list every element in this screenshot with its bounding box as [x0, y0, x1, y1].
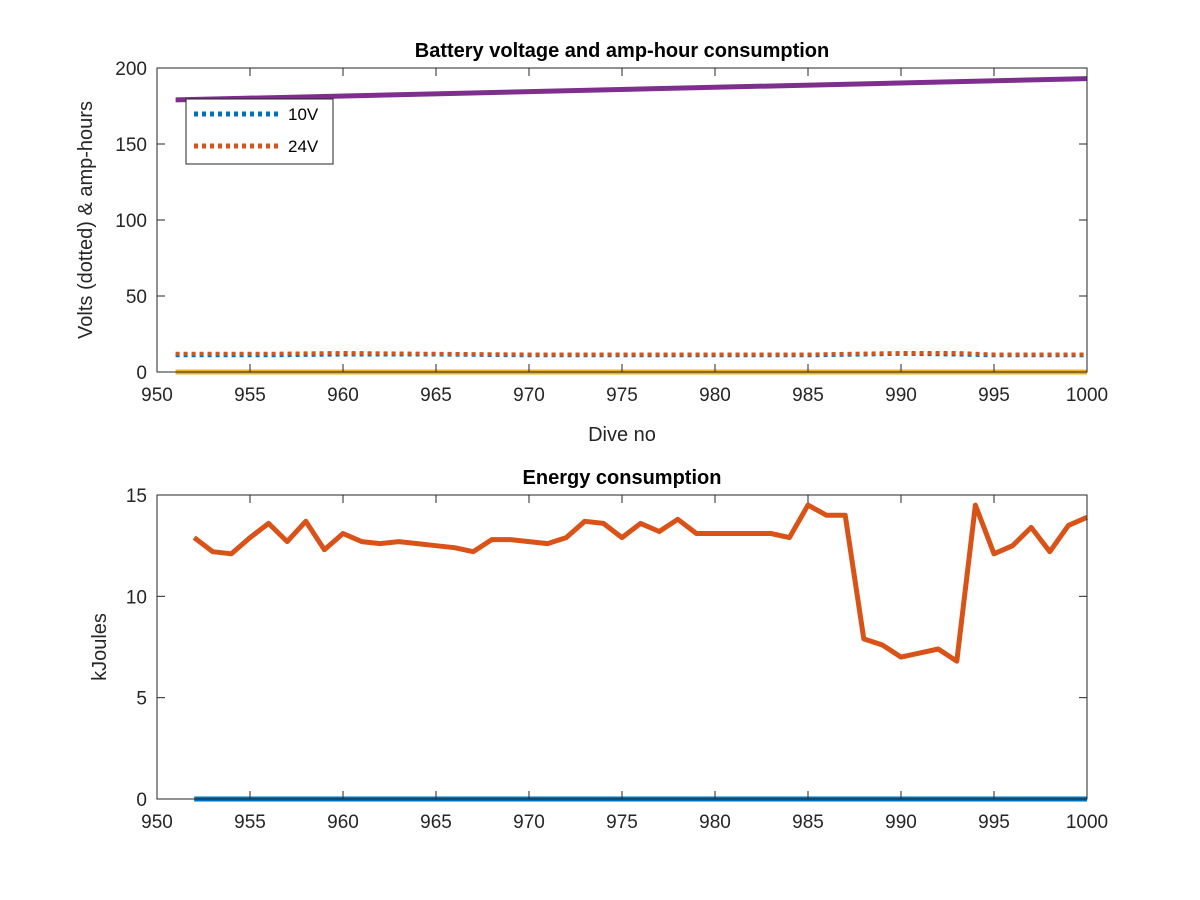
energy-consumption-chart: 950 955 960 965 970 975 980 985 990 995 1000 0 5 10 1…	[89, 467, 1108, 833]
axes-box	[156, 67, 1088, 373]
x-tick-label: 975	[606, 385, 638, 406]
x-tick-label: 1000	[1066, 385, 1108, 406]
y-axis-label: Volts (dotted) & amp-hours	[75, 101, 97, 339]
x-ticks: 950 955 960 965 970 975 980 985 990 995 1000	[141, 68, 1108, 406]
x-ticks: 950 955 960 965 970 975 980 985 990 995 1000	[141, 495, 1108, 833]
x-tick-label: 965	[420, 812, 452, 833]
y-axis-label: kJoules	[89, 613, 111, 681]
x-tick-label: 980	[699, 385, 731, 406]
voltage-amphour-chart: 950 955 960 965 970 975 980 985 990 995 1000 0 50 10…	[75, 40, 1108, 446]
x-tick-label: 970	[513, 385, 545, 406]
x-tick-label: 975	[606, 812, 638, 833]
legend-label-10v: 10V	[288, 105, 319, 124]
x-axis-label: Dive no	[588, 424, 656, 446]
x-tick-label: 955	[234, 812, 266, 833]
y-tick-label: 10	[126, 587, 147, 608]
y-ticks: 0 50 100 150 200	[115, 59, 1087, 384]
x-tick-label: 950	[141, 812, 173, 833]
x-tick-label: 965	[420, 385, 452, 406]
y-tick-label: 150	[115, 135, 147, 156]
x-tick-label: 960	[327, 385, 359, 406]
x-tick-label: 1000	[1066, 812, 1108, 833]
series-line-s3	[175, 76, 1088, 103]
x-tick-label: 970	[513, 812, 545, 833]
x-tick-label: 995	[978, 385, 1010, 406]
x-tick-label: 995	[978, 812, 1010, 833]
x-tick-label: 985	[792, 385, 824, 406]
series-line-s1	[192, 502, 1088, 664]
y-tick-label: 100	[115, 211, 147, 232]
chart-title: Battery voltage and amp-hour consumption	[415, 40, 829, 62]
x-tick-label: 985	[792, 812, 824, 833]
y-tick-label: 50	[126, 287, 147, 308]
plot-area	[157, 495, 1087, 799]
x-tick-label: 990	[885, 385, 917, 406]
x-tick-label: 960	[327, 812, 359, 833]
chart-title: Energy consumption	[523, 467, 722, 489]
y-tick-label: 5	[136, 689, 147, 710]
x-tick-label: 980	[699, 812, 731, 833]
x-tick-label: 990	[885, 812, 917, 833]
x-tick-label: 955	[234, 385, 266, 406]
series-line-24v	[175, 351, 1087, 357]
axes-box	[156, 494, 1088, 800]
y-tick-label: 0	[136, 363, 147, 384]
legend-box	[185, 98, 334, 165]
legend-label-24v: 24V	[288, 137, 319, 156]
legend: 10V 24V	[185, 98, 334, 165]
x-tick-label: 950	[141, 385, 173, 406]
y-tick-label: 0	[136, 790, 147, 811]
y-tick-label: 200	[115, 59, 147, 80]
y-tick-label: 15	[126, 486, 147, 507]
